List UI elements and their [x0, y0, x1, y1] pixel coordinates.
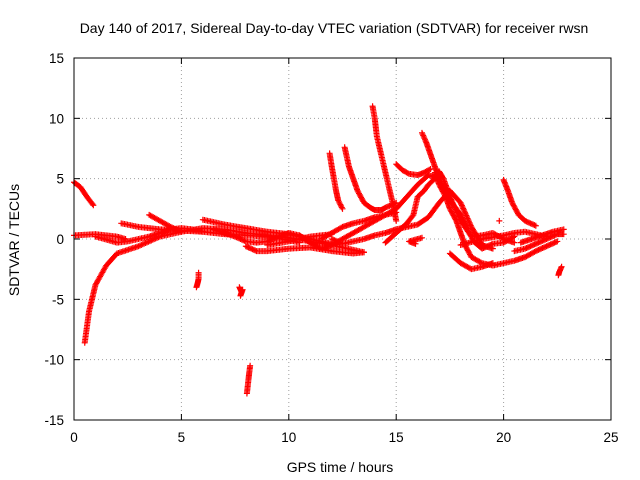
data-point-trace: [446, 250, 496, 273]
y-tick-label: 5: [56, 172, 64, 187]
x-tick-label: 10: [281, 430, 296, 445]
data-point-trace: [496, 217, 503, 224]
data-point-trace: [236, 284, 246, 299]
series-arc-b: [71, 179, 97, 209]
data-point-trace: [500, 176, 539, 229]
series-arc-f: [146, 211, 185, 235]
data-point-trace: [243, 362, 254, 397]
data-point-trace: [517, 226, 567, 246]
data-point-trace: [341, 144, 400, 214]
series-arc-s: [418, 129, 518, 252]
data-point-trace: [193, 269, 202, 291]
x-tick-label: 0: [70, 430, 78, 445]
data-point-trace: [369, 103, 400, 224]
x-tick-label: 25: [603, 430, 618, 445]
x-tick-label: 20: [496, 430, 511, 445]
data-points: [71, 103, 567, 397]
y-tick-label: 0: [56, 232, 64, 247]
series-arc-w: [500, 176, 539, 229]
y-tick-label: -5: [52, 292, 64, 307]
series-arc-u: [446, 250, 496, 273]
series-arc-h: [210, 226, 303, 246]
y-tick-label: 10: [49, 111, 64, 126]
series-isolated: [193, 217, 565, 397]
data-point-trace: [71, 179, 97, 209]
series-arc-y: [517, 226, 567, 246]
y-tick-label: -10: [44, 353, 64, 368]
data-point-trace: [146, 211, 185, 235]
data-point-trace: [326, 150, 346, 212]
axis-ticks: 0 5 10 15 20 25 -15 -10 -5 0 5 10 15: [44, 51, 618, 445]
series-arc-x: [511, 231, 567, 255]
y-axis-label: SDTVAR / TECUs: [6, 184, 22, 296]
series-arc-l: [318, 209, 400, 242]
data-point-trace: [406, 234, 425, 247]
data-point-trace: [318, 209, 400, 242]
x-axis-label: GPS time / hours: [287, 459, 394, 475]
data-point-trace: [210, 226, 303, 246]
plot-frame: [73, 57, 612, 421]
x-tick-label: 15: [389, 430, 404, 445]
y-tick-label: -15: [44, 413, 64, 428]
x-tick-label: 5: [178, 430, 186, 445]
data-point-trace: [511, 231, 567, 255]
data-point-trace: [555, 263, 565, 279]
data-point-trace: [393, 161, 434, 179]
series-arc-n: [326, 150, 346, 212]
series-arc-o: [341, 144, 400, 214]
y-tick-label: 15: [49, 51, 64, 66]
series-arc-p: [369, 103, 400, 224]
series-arc-r: [393, 161, 434, 179]
data-point-trace: [418, 129, 518, 252]
chart-title: Day 140 of 2017, Sidereal Day-to-day VTE…: [80, 20, 589, 36]
